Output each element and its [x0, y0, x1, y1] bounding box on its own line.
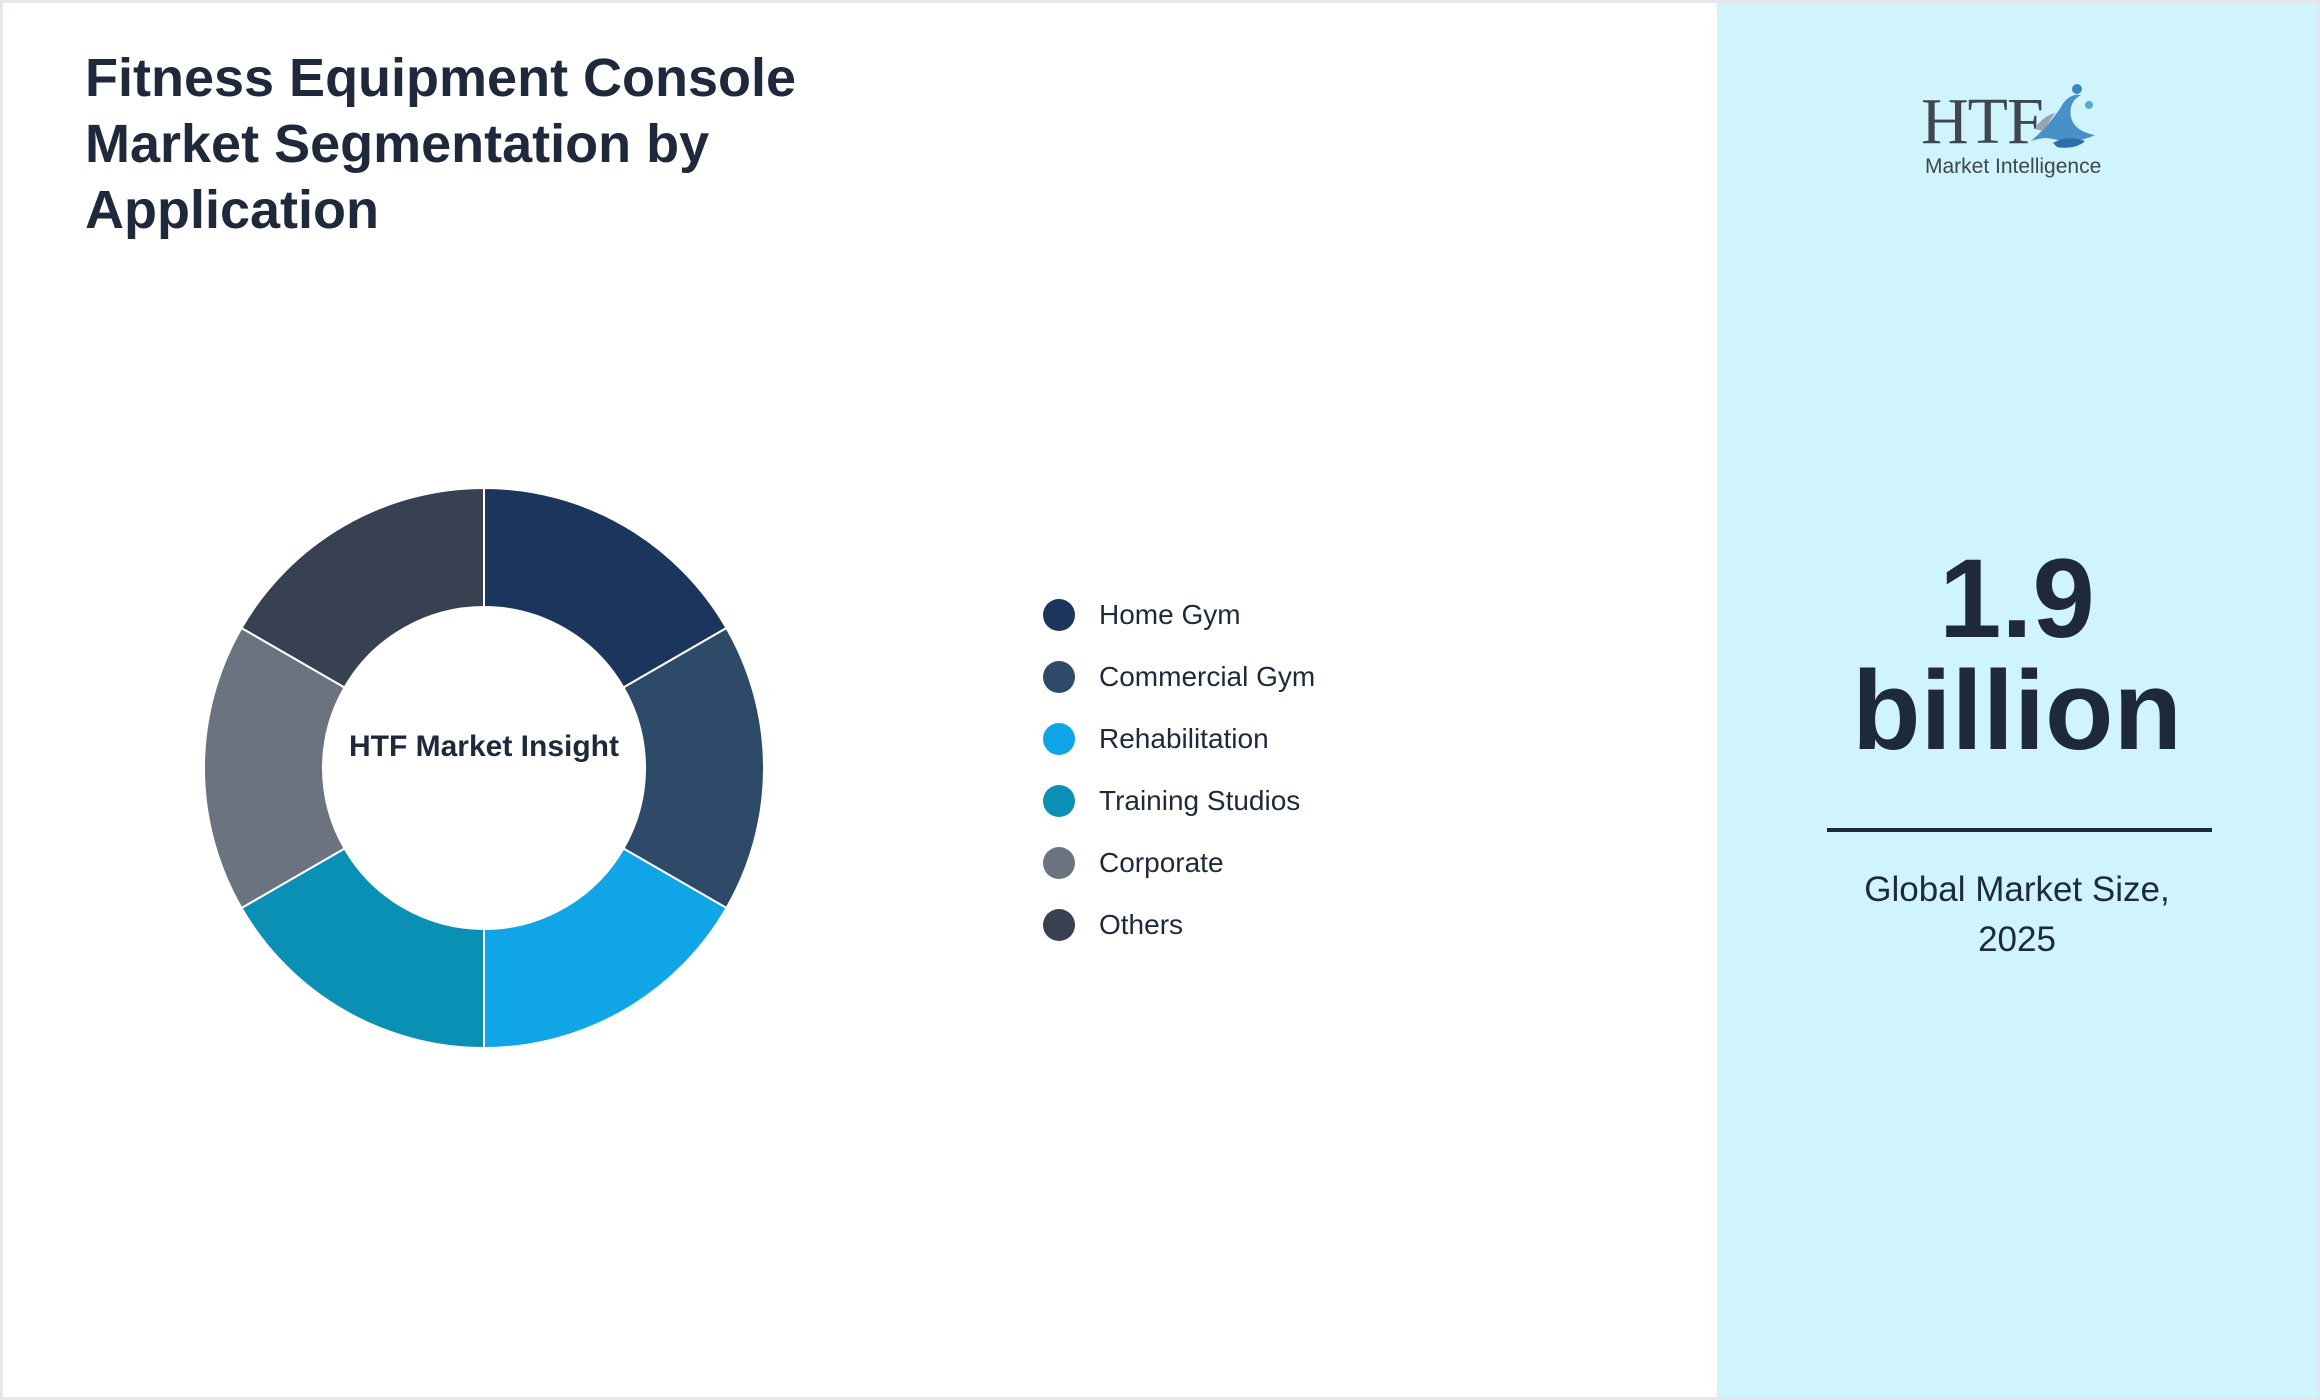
legend-swatch [1043, 661, 1075, 693]
logo-tagline: Market Intelligence [1925, 155, 2102, 178]
market-size-value: 1.9 [1939, 536, 2095, 661]
caption-line-2: 2025 [1978, 920, 2056, 959]
legend-swatch [1043, 723, 1075, 755]
htf-logo: HTF Market Intelligence [1921, 79, 2111, 189]
donut-slice-corporate [203, 626, 346, 910]
donut-slice-others [240, 486, 485, 689]
donut-chart: HTF Market Insight [199, 483, 769, 1053]
donut-chart-svg [203, 486, 765, 1050]
market-size-panel: HTF Market Intelligence 1.9 billion Glob… [1717, 3, 2317, 1397]
legend-label: Home Gym [1099, 599, 1241, 630]
divider [1827, 828, 2212, 832]
legend-swatch [1043, 909, 1075, 941]
legend-label: Others [1099, 909, 1184, 940]
legend-item-training-studios: Training Studios [1043, 772, 1543, 834]
legend-item-others: Others [1043, 896, 1543, 958]
donut-slice-home-gym [483, 486, 728, 689]
market-size-caption: Global Market Size, 2025 [1717, 865, 2317, 965]
donut-slice-training-studios [240, 847, 485, 1050]
legend-label: Commercial Gym [1099, 661, 1316, 692]
page-title: Fitness Equipment Console Market Segment… [85, 48, 797, 240]
donut-slice-rehabilitation [483, 847, 728, 1050]
legend-swatch [1043, 847, 1075, 879]
legend-item-commercial-gym: Commercial Gym [1043, 648, 1543, 710]
infographic-card: Fitness Equipment Console Market Segment… [3, 3, 2317, 1397]
legend-item-rehabilitation: Rehabilitation [1043, 710, 1543, 772]
market-size-unit: billion [1852, 648, 2182, 773]
legend-item-corporate: Corporate [1043, 834, 1543, 896]
legend-label: Corporate [1099, 847, 1224, 878]
chart-center-label: HTF Market Insight [348, 730, 619, 763]
logo-swirl-icon [2031, 84, 2095, 148]
legend-label: Training Studios [1099, 785, 1301, 816]
legend-swatch [1043, 785, 1075, 817]
chart-legend: Home Gym Commercial Gym Rehabilitation Trai… [1043, 586, 1543, 958]
logo-wordmark: HTF [1921, 85, 2044, 158]
caption-line-1: Global Market Size, [1864, 870, 2170, 909]
donut-slice-commercial-gym [622, 626, 765, 910]
legend-label: Rehabilitation [1099, 723, 1269, 754]
legend-item-home-gym: Home Gym [1043, 586, 1543, 648]
legend-swatch [1043, 599, 1075, 631]
